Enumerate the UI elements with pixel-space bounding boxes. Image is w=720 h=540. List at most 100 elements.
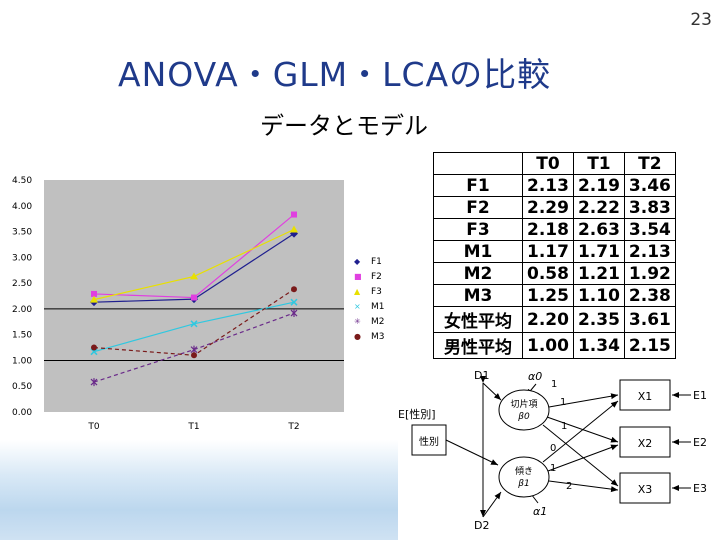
- table-cell: 2.29: [522, 196, 574, 219]
- x-axis-ticks: T0 T1 T2: [87, 422, 299, 432]
- slope-factor: [498, 456, 550, 498]
- y-tick-label: 2.50: [12, 279, 32, 289]
- path-intercept-x3: [542, 424, 619, 487]
- coef-label: 1: [561, 421, 567, 432]
- alpha0-label: α0: [528, 370, 542, 383]
- path-slope-x2: [547, 444, 619, 472]
- table-header-cell: T0: [522, 152, 574, 175]
- intercept-factor: [498, 389, 550, 431]
- table-cell: 2.38: [623, 284, 676, 307]
- table-header-cell: T2: [623, 152, 676, 175]
- path-slope-x1: [542, 400, 619, 463]
- x2-node: [619, 426, 671, 458]
- legend: ◆ F1 ■ F2 ▲ F3 × M1 ✳ M2 ● M3: [354, 257, 385, 342]
- table-row: M3 1.25 1.10 2.38: [433, 284, 676, 307]
- slide-title: ANOVA・GLM・LCAの比較: [118, 55, 552, 94]
- legend-marker: ✳: [354, 317, 361, 326]
- y-tick-label: 1.50: [12, 331, 32, 341]
- series-lines: [90, 211, 298, 387]
- table-cell: 1.34: [572, 332, 625, 359]
- legend-marker: ▲: [354, 287, 361, 296]
- intercept-label: 切片項: [510, 398, 537, 410]
- data-point: [190, 345, 198, 354]
- table-cell: 2.20: [522, 306, 574, 333]
- table-cell: 1.71: [572, 240, 625, 263]
- legend-label: F1: [371, 257, 382, 267]
- x1-node: [619, 379, 671, 411]
- d1-label: D1: [474, 369, 489, 382]
- y-tick-label: 4.50: [12, 176, 32, 186]
- table-row-label: M3: [433, 284, 523, 307]
- table-cell: 3.54: [623, 218, 676, 241]
- table-cell: 2.13: [522, 174, 574, 197]
- table-row: 男性平均 1.00 1.34 2.15: [433, 332, 676, 359]
- table-cell: 3.61: [623, 306, 676, 333]
- table-cell: 2.13: [623, 240, 676, 263]
- table-cell: 2.15: [623, 332, 676, 359]
- table-cell: 1.17: [522, 240, 574, 263]
- table-row: F3 2.18 2.63 3.54: [433, 218, 676, 241]
- legend-label: F2: [371, 272, 382, 282]
- legend-label: M2: [371, 317, 385, 327]
- line-chart: 0.00 0.50 1.00 1.50 2.00 2.50 3.00 3.50 4.00 4.50…: [0, 170, 395, 440]
- data-point: [291, 286, 297, 293]
- path-intercept-x1: [548, 393, 619, 408]
- table-row: F1 2.13 2.19 3.46: [433, 174, 676, 197]
- table-cell: 3.46: [623, 174, 676, 197]
- slope-label: 傾き: [515, 465, 533, 477]
- table-row-label: F3: [433, 218, 523, 241]
- table-cell: 1.10: [572, 284, 625, 307]
- x1-label: X1: [638, 390, 653, 403]
- data-point: [290, 309, 298, 318]
- table-row-label: F2: [433, 196, 523, 219]
- data-table: T0 T1 T2 F1 2.13 2.19 3.46 F2 2.29 2.22 3.83 F3 2…: [433, 152, 676, 359]
- data-point: [290, 298, 298, 306]
- legend-label: F3: [371, 287, 382, 297]
- path-diagram: D1 D2 α0 α1 E[性別] 性別 切片項 β0 傾き β1 X1 X2 …: [398, 365, 720, 540]
- legend-label: M1: [371, 302, 385, 312]
- y-tick-label: 1.00: [12, 356, 32, 366]
- gridlines: [44, 308, 344, 361]
- y-tick-label: 4.00: [12, 202, 32, 212]
- e3-label: E3: [693, 482, 707, 495]
- sex-expectation-label: E[性別]: [398, 407, 436, 421]
- data-point: [191, 294, 197, 301]
- y-tick-label: 0.50: [12, 382, 32, 392]
- data-point: [90, 378, 98, 387]
- table-cell: 2.63: [572, 218, 625, 241]
- d2-arrow: [482, 491, 502, 518]
- coef-label: 1: [551, 379, 557, 390]
- slide-subtitle: データとモデル: [260, 112, 428, 140]
- data-point: [190, 320, 198, 328]
- table-cell: 1.21: [572, 262, 625, 285]
- x-tick-label: T0: [87, 422, 99, 432]
- x-tick-label: T2: [287, 422, 299, 432]
- sex-node-label: 性別: [419, 435, 439, 448]
- legend-marker: ●: [354, 332, 361, 341]
- data-point: [91, 344, 97, 351]
- d1-arrow: [482, 382, 502, 401]
- e2-label: E2: [693, 436, 707, 449]
- x3-node: [619, 472, 671, 504]
- data-point: [290, 225, 298, 233]
- table-row-label: M1: [433, 240, 523, 263]
- table-row: M1 1.17 1.71 2.13: [433, 240, 676, 263]
- table-header-row: T0 T1 T2: [433, 152, 676, 175]
- table-cell: 1.00: [522, 332, 574, 359]
- table-row-label: 男性平均: [433, 332, 523, 359]
- coef-label: 2: [566, 481, 572, 492]
- data-point: [291, 211, 297, 218]
- y-tick-label: 3.00: [12, 253, 32, 263]
- data-point: [191, 352, 197, 359]
- y-tick-label: 3.50: [12, 228, 32, 238]
- table-row-label: M2: [433, 262, 523, 285]
- table-cell: 3.83: [623, 196, 676, 219]
- data-point: [91, 290, 97, 297]
- intercept-symbol: β0: [517, 412, 530, 422]
- e1-label: E1: [693, 389, 707, 402]
- table-cell: 2.22: [572, 196, 625, 219]
- y-tick-label: 2.00: [12, 305, 32, 315]
- coef-label: 0: [550, 443, 556, 454]
- alpha1-label: α1: [533, 505, 547, 518]
- coef-label: 1: [550, 463, 556, 474]
